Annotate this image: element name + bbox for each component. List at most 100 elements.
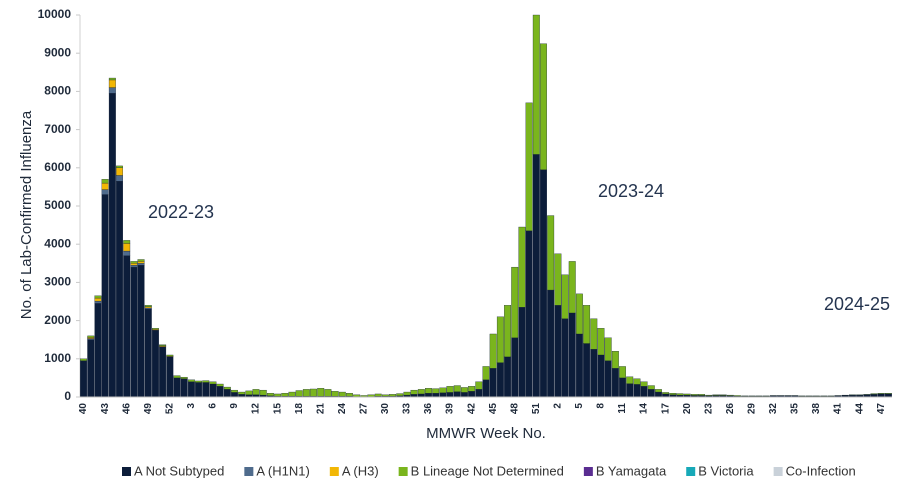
y-tick-label: 10000: [38, 7, 72, 21]
x-tick-label: 30: [380, 403, 391, 415]
bar-segment: [555, 254, 562, 306]
bar-segment: [109, 88, 116, 94]
bar-segment: [123, 240, 130, 243]
x-tick-label: 33: [402, 403, 413, 415]
bar-segment: [368, 395, 375, 397]
bar-segment: [382, 395, 389, 397]
y-axis-title: No. of Lab-Confirmed Influenza: [18, 110, 35, 319]
legend-swatch: [330, 467, 339, 476]
bar-segment: [87, 340, 94, 397]
x-tick-label: 36: [423, 403, 434, 415]
bar-segment: [519, 307, 526, 397]
bar-segment: [195, 381, 202, 383]
bar-segment: [253, 389, 260, 394]
bar-segment: [461, 392, 468, 397]
x-tick-label: 26: [725, 403, 736, 415]
x-tick-label: 47: [876, 403, 887, 415]
bar-segment: [576, 334, 583, 397]
bar-segment: [504, 305, 511, 357]
bar-segment: [454, 392, 461, 397]
bar-segment: [583, 344, 590, 397]
legend-swatch: [122, 467, 131, 476]
x-tick-label: 41: [833, 403, 844, 415]
bar-segment: [734, 395, 741, 396]
x-tick-label: 35: [790, 403, 801, 415]
bar-segment: [418, 389, 425, 394]
bar-segment: [598, 328, 605, 355]
bar-segment: [282, 393, 289, 396]
bar-segment: [188, 380, 195, 382]
bar-segment: [440, 388, 447, 393]
y-tick-label: 5000: [44, 198, 71, 212]
bar-segment: [296, 391, 303, 397]
bar-segment: [511, 338, 518, 397]
bar-segment: [332, 391, 339, 396]
bar-segment: [87, 337, 94, 338]
bar-segment: [188, 382, 195, 397]
x-tick-label: 18: [294, 403, 305, 415]
bar-segment: [526, 231, 533, 397]
bar-segment: [195, 382, 202, 397]
x-tick-label: 51: [531, 403, 542, 415]
bar-segment: [159, 347, 166, 397]
bar-segment: [353, 395, 360, 397]
bar-segment: [123, 251, 130, 256]
x-tick-label: 45: [488, 403, 499, 415]
bar-segment: [303, 389, 310, 396]
bar-segment: [526, 103, 533, 231]
bar-segment: [231, 392, 238, 397]
bar-segment: [583, 305, 590, 343]
bar-segment: [483, 366, 490, 379]
x-tick-label: 14: [639, 403, 650, 415]
bar-segment: [547, 216, 554, 290]
bar-segment: [102, 179, 109, 183]
bar-segment: [102, 183, 109, 189]
x-tick-label: 2: [552, 403, 563, 409]
bar-segment: [691, 394, 698, 395]
bar-segment: [224, 389, 231, 397]
bar-segment: [95, 296, 102, 298]
x-axis-title: MMWR Week No.: [426, 425, 546, 442]
bar-segment: [238, 392, 245, 394]
bar-segment: [87, 336, 94, 338]
x-tick-label: 20: [682, 403, 693, 415]
bar-segment: [131, 263, 138, 265]
bar-segment: [555, 305, 562, 397]
bar-segment: [547, 290, 554, 397]
bar-segment: [361, 395, 368, 396]
bar-segment: [476, 389, 483, 397]
bar-segment: [325, 389, 332, 396]
legend-label: Co-Infection: [786, 463, 856, 478]
bar-segment: [533, 15, 540, 154]
bar-segment: [123, 243, 130, 251]
x-tick-label: 49: [143, 403, 154, 415]
bar-segment: [217, 386, 224, 397]
bar-segment: [145, 308, 152, 309]
bar-segment: [260, 390, 267, 395]
bar-segment: [210, 384, 217, 397]
bar-segment: [648, 386, 655, 390]
bar-segment: [138, 263, 145, 265]
season-annotation: 2023-24: [598, 181, 664, 201]
bar-segment: [346, 393, 353, 396]
bar-segment: [131, 265, 138, 267]
bar-segment: [655, 389, 662, 392]
season-annotation: 2022-23: [148, 202, 214, 222]
bar-segment: [138, 265, 145, 397]
bar-segment: [80, 359, 87, 361]
bar-segment: [562, 275, 569, 319]
bar-segment: [145, 309, 152, 397]
legend-swatch: [244, 467, 253, 476]
y-tick-label: 8000: [44, 84, 71, 98]
bar-segment: [131, 261, 138, 263]
bar-segment: [131, 267, 138, 397]
bar-segment: [540, 170, 547, 397]
bar-segment: [504, 357, 511, 397]
bar-segment: [648, 389, 655, 397]
bar-segment: [145, 307, 152, 308]
bar-segment: [605, 338, 612, 361]
bar-segment: [540, 44, 547, 170]
bar-segment: [317, 388, 324, 396]
bar-segment: [626, 377, 633, 384]
